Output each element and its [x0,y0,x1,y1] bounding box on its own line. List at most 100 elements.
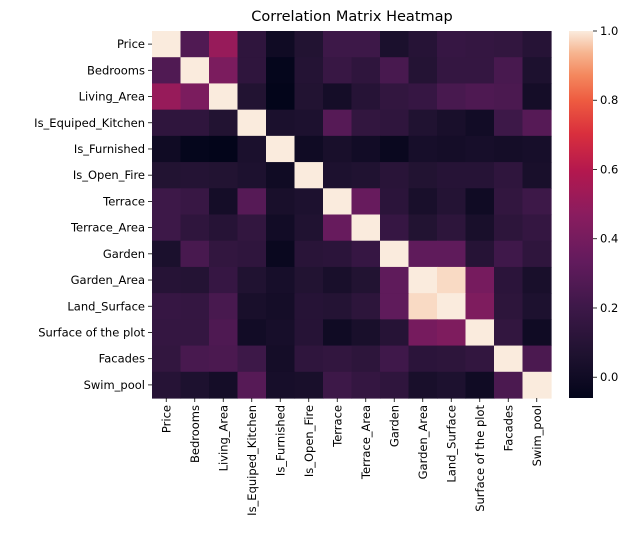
heatmap-cell [522,83,552,111]
heatmap-cell [408,135,438,163]
heatmap-cell [465,188,495,216]
heatmap-cell [266,162,296,189]
heatmap-cell [266,293,296,320]
heatmap-cell [437,214,467,242]
heatmap-cell [323,293,353,320]
heatmap-cell [266,266,296,294]
heatmap-cell [323,57,353,85]
x-tick-label: Garden [387,405,401,447]
y-tick-label: Price [117,37,145,51]
heatmap-cell [209,83,239,111]
heatmap-cell [494,240,524,268]
heatmap-cell [494,188,524,216]
heatmap-cell [465,109,495,137]
heatmap-cell [494,293,524,320]
x-tick-label: Land_Surface [444,405,458,483]
heatmap-cell [237,214,267,242]
heatmap-cell [323,345,353,373]
heatmap-cell [408,162,438,189]
heatmap-cell [494,319,524,347]
heatmap-cell [522,31,552,58]
heatmap-cell [494,83,524,111]
heatmap-cell [266,57,296,85]
colorbar [569,31,593,398]
heatmap-cell [266,214,296,242]
heatmap-cell [152,240,182,268]
heatmap-cell [237,57,267,85]
heatmap-cell [180,319,210,347]
heatmap-cell [351,266,381,294]
x-tick-label: Is_Equiped_Kitchen [245,405,259,516]
y-tick-label: Garden [103,247,145,261]
heatmap-cell [152,188,182,216]
heatmap-cell [522,240,552,268]
heatmap-cell [465,319,495,347]
heatmap-cell [437,57,467,85]
heatmap-cell [351,31,381,58]
heatmap-cell [522,371,552,399]
heatmap-cell [209,240,239,268]
heatmap-cell [437,293,467,320]
heatmap-cell [380,266,410,294]
heatmap-cell [294,319,324,347]
heatmap-cell [266,109,296,137]
heatmap-cell [437,371,467,399]
heatmap-cell [465,31,495,58]
heatmap-cell [351,83,381,111]
heatmap-cell [494,109,524,137]
heatmap-cell [209,162,239,189]
heatmap-cell [380,319,410,347]
heatmap-cell [209,214,239,242]
heatmap-cell [408,31,438,58]
heatmap-cell [323,31,353,58]
chart-title: Correlation Matrix Heatmap [251,9,452,25]
heatmap-cell [237,109,267,137]
heatmap-cell [522,214,552,242]
heatmap-cell [237,371,267,399]
heatmap-cell [237,266,267,294]
heatmap-cell [408,240,438,268]
heatmap-cell [522,109,552,137]
heatmap-cell [266,240,296,268]
heatmap-cell [209,266,239,294]
y-tick-label: Facades [99,352,145,366]
colorbar-tick-label: 0.8 [600,93,618,107]
heatmap-cell [237,31,267,58]
heatmap-cell [294,83,324,111]
heatmap-cell [437,266,467,294]
heatmap-cell [294,57,324,85]
heatmap-cell [380,371,410,399]
y-tick-label: Swim_pool [84,378,145,392]
heatmap-cell [465,135,495,163]
heatmap-cell [351,214,381,242]
x-tick-label: Living_Area [216,405,230,471]
x-tick-label: Price [159,405,173,433]
heatmap-cell [237,240,267,268]
heatmap-cell [323,188,353,216]
heatmap-cells [152,31,552,399]
x-tick-label: Is_Furnished [273,405,287,476]
heatmap-cell [437,188,467,216]
heatmap-cell [266,188,296,216]
y-tick-label: Living_Area [79,90,145,104]
y-tick-label: Is_Furnished [74,142,145,156]
heatmap-cell [380,188,410,216]
heatmap-cell [351,188,381,216]
heatmap-cell [180,57,210,85]
heatmap-cell [437,31,467,58]
heatmap-cell [465,214,495,242]
heatmap-cell [152,109,182,137]
heatmap-cell [351,345,381,373]
heatmap-cell [408,345,438,373]
heatmap-cell [465,371,495,399]
heatmap-cell [209,109,239,137]
heatmap-cell [180,240,210,268]
heatmap-cell [180,266,210,294]
colorbar-tick-label: 1.0 [600,24,618,38]
heatmap-cell [351,162,381,189]
heatmap-cell [437,319,467,347]
heatmap-cell [209,57,239,85]
heatmap-cell [266,83,296,111]
heatmap-cell [152,293,182,320]
heatmap-cell [494,371,524,399]
